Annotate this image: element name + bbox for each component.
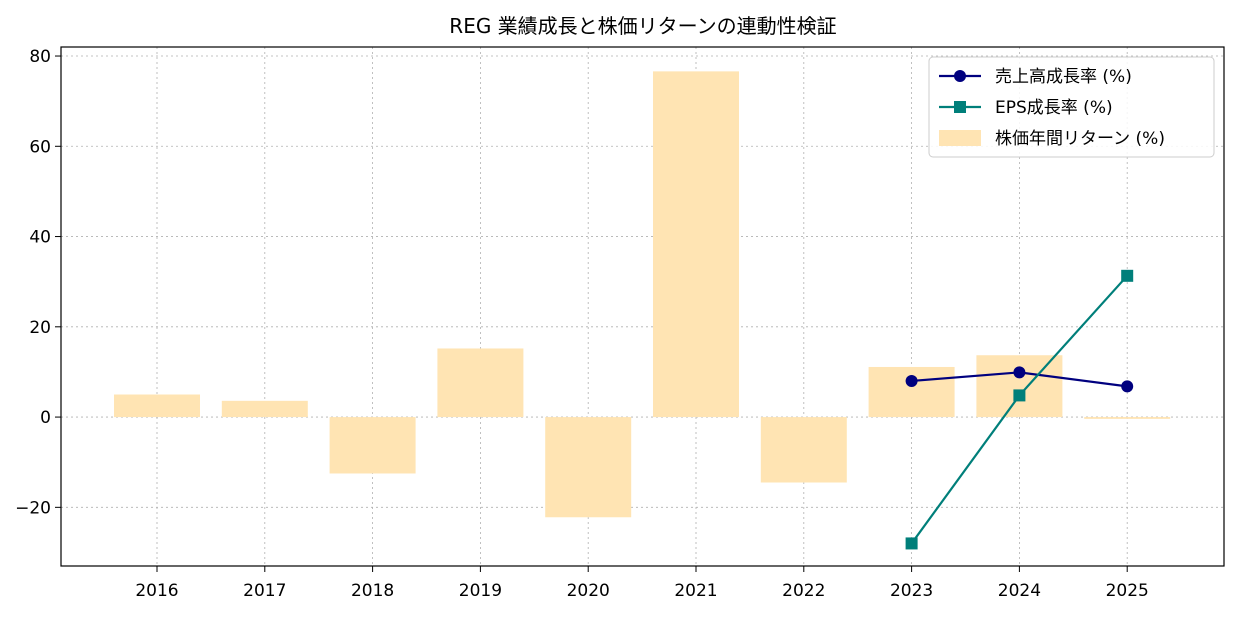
bar-return-2022 — [760, 417, 847, 483]
point-1-2023 — [905, 374, 918, 387]
axes-layer: 2016 2017 2018 2019 2020 2021 2022 2023 2024 2025… — [15, 46, 1225, 601]
legend: 売上高成長率 (%) EPS成長率 (%) 株価年間リターン (%) — [928, 56, 1215, 158]
y-tick-label-40: 40 — [29, 228, 51, 248]
legend-marker-2 — [954, 101, 966, 113]
x-tick-label-2018: 2018 — [351, 581, 394, 601]
y-tick-label-80: 80 — [29, 47, 51, 67]
bar-return-2023 — [868, 366, 955, 418]
y-tick-label-20: 20 — [29, 318, 51, 338]
lines-layer — [905, 269, 1134, 550]
point-2-2025 — [1121, 269, 1134, 282]
bar-return-2021 — [653, 71, 739, 418]
legend-box — [928, 56, 1215, 158]
bar-return-2019 — [437, 348, 524, 418]
legend-marker-1 — [954, 70, 966, 82]
bar-return-2017 — [221, 400, 308, 418]
legend-swatch-bar — [939, 130, 981, 146]
x-tick-label-2019: 2019 — [459, 581, 502, 601]
legend-label-3: 株価年間リターン (%) — [995, 129, 1165, 149]
x-tick-label-2023: 2023 — [890, 581, 933, 601]
plot-frame — [60, 46, 1225, 567]
point-1-2024 — [1013, 366, 1026, 379]
x-tick-label-2022: 2022 — [782, 581, 825, 601]
x-tick-label-2020: 2020 — [567, 581, 610, 601]
x-tick-label-2025: 2025 — [1106, 581, 1149, 601]
bar-return-2025 — [1084, 417, 1171, 419]
bars-layer — [114, 71, 1171, 518]
point-1-2025 — [1121, 380, 1134, 393]
point-2-2023 — [905, 537, 918, 550]
bar-return-2024 — [976, 355, 1063, 418]
x-tick-label-2024: 2024 — [998, 581, 1041, 601]
bar-return-2018 — [329, 417, 416, 474]
bar-return-2020 — [545, 417, 632, 518]
x-tick-label-2021: 2021 — [674, 581, 717, 601]
y-tick-label-60: 60 — [29, 137, 51, 157]
y-tick-label--20: −20 — [15, 498, 51, 518]
legend-label-1: 売上高成長率 (%) — [995, 67, 1132, 87]
legend-label-2: EPS成長率 (%) — [995, 98, 1113, 118]
bar-return-2016 — [114, 394, 200, 418]
x-tick-label-2016: 2016 — [135, 581, 178, 601]
y-tick-label-0: 0 — [40, 408, 51, 428]
x-tick-label-2017: 2017 — [243, 581, 286, 601]
point-2-2024 — [1013, 389, 1026, 402]
chart-title: REG 業績成長と株価リターンの連動性検証 — [449, 14, 836, 38]
